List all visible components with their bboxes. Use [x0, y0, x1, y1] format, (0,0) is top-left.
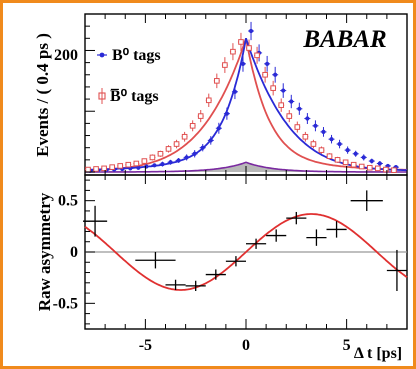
b0bar-data-point: [157, 150, 164, 157]
bottom-y-axis-label: Raw asymmetry: [35, 192, 54, 311]
b0bar-data-point: [334, 157, 341, 163]
b0-data-point: [240, 61, 246, 66]
b0bar-data-point: [222, 62, 228, 68]
b0bar-data-point: [165, 146, 172, 152]
b0bar-data-point: [278, 102, 285, 108]
legend: B⁰ tags B̅⁰ tags: [97, 47, 161, 105]
b0bar-data-point: [391, 167, 397, 173]
b0-data-point: [160, 162, 165, 167]
b0bar-data-point: [302, 133, 309, 140]
b0-data-point: [353, 151, 358, 156]
asymmetry-fit-curve: [84, 213, 408, 291]
b0bar-data-point: [197, 113, 204, 119]
b0bar-data-point: [342, 159, 349, 166]
b0bar-data-point: [383, 166, 389, 173]
b0-data-point: [273, 72, 278, 77]
b0bar-data-point: [85, 166, 91, 173]
b0bar-data-point: [141, 158, 148, 164]
b0-data-point: [248, 28, 254, 34]
b0bar-data-point: [189, 123, 196, 129]
b0-data-point: [208, 138, 213, 143]
b0-data-point: [232, 89, 238, 94]
legend-b0-marker: [99, 52, 105, 58]
b0bar-data-point: [149, 154, 156, 161]
bottom-y-tick-label: 0.5: [58, 193, 78, 210]
b0bar-data-point: [133, 160, 140, 167]
b0-data-point: [289, 99, 294, 104]
b0bar-data-point: [326, 153, 333, 159]
b0-data-point: [369, 158, 374, 164]
b0bar-data-point: [350, 161, 357, 168]
b0-data-point: [136, 165, 141, 170]
b0-data-point: [345, 148, 350, 153]
b0bar-data-point: [310, 141, 317, 147]
b0bar-data-point: [318, 147, 325, 153]
b0bar-data-point: [109, 164, 115, 170]
babar-logo: BABAR: [302, 26, 386, 53]
b0bar-data-point: [101, 165, 107, 172]
b0-data-point: [176, 158, 181, 163]
bottom-y-tick-label: -0.5: [53, 295, 78, 312]
top-y-axis-label: Events / ( 0.4 ps ): [33, 33, 52, 157]
b0-data-point: [321, 129, 326, 134]
b0bar-data-point: [173, 141, 180, 147]
b0-data-point: [224, 111, 229, 116]
bottom-x-axis-label: Δ t [ps]: [354, 345, 402, 362]
b0-data-point: [168, 160, 173, 165]
b0-data-point: [200, 145, 205, 150]
b0bar-data-point: [294, 124, 301, 130]
bottom-x-tick-label: 0: [242, 337, 250, 354]
b0bar-data-point: [286, 113, 293, 119]
top-y-tick-200: 200: [54, 47, 78, 64]
b0-data-point: [329, 137, 334, 142]
b0bar-data-point: [238, 39, 244, 45]
b0bar-data-point: [230, 48, 236, 55]
bottom-x-tick-label: -5: [139, 337, 152, 354]
legend-b0-label: B⁰ tags: [112, 47, 161, 64]
b0-data-point: [265, 61, 270, 66]
legend-b0bar-label: B̅⁰ tags: [110, 87, 159, 105]
b0bar-data-point: [254, 52, 260, 59]
b0bar-data-point: [270, 85, 276, 91]
b0-data-point: [361, 155, 366, 160]
b0-data-point: [297, 106, 302, 111]
b0bar-data-point: [205, 97, 212, 104]
b0-data-point: [313, 123, 318, 128]
b0-data-point: [192, 151, 197, 156]
bottom-x-tick-label: 5: [343, 337, 351, 354]
b0bar-data-point: [246, 45, 252, 51]
background-curve: [85, 161, 407, 173]
b0-data-point: [377, 161, 382, 166]
b0-data-point: [305, 116, 310, 121]
b0bar-data-point: [262, 71, 268, 78]
b0bar-data-point: [358, 163, 365, 170]
b0bar-data-point: [375, 165, 381, 172]
b0bar-data-point: [93, 166, 99, 172]
b0bar-data-point: [117, 163, 124, 169]
b0bar-data-point: [214, 78, 220, 84]
b0-data-point: [216, 126, 221, 131]
b0-data-point: [152, 163, 157, 168]
b0-data-point: [184, 155, 189, 160]
b0bar-data-point: [366, 164, 373, 171]
bottom-y-tick-label: 0: [70, 244, 78, 261]
b0bar-data-point: [181, 133, 188, 140]
b0-data-point: [337, 141, 342, 147]
b0-data-point: [281, 88, 286, 93]
b0bar-data-point: [125, 161, 132, 168]
